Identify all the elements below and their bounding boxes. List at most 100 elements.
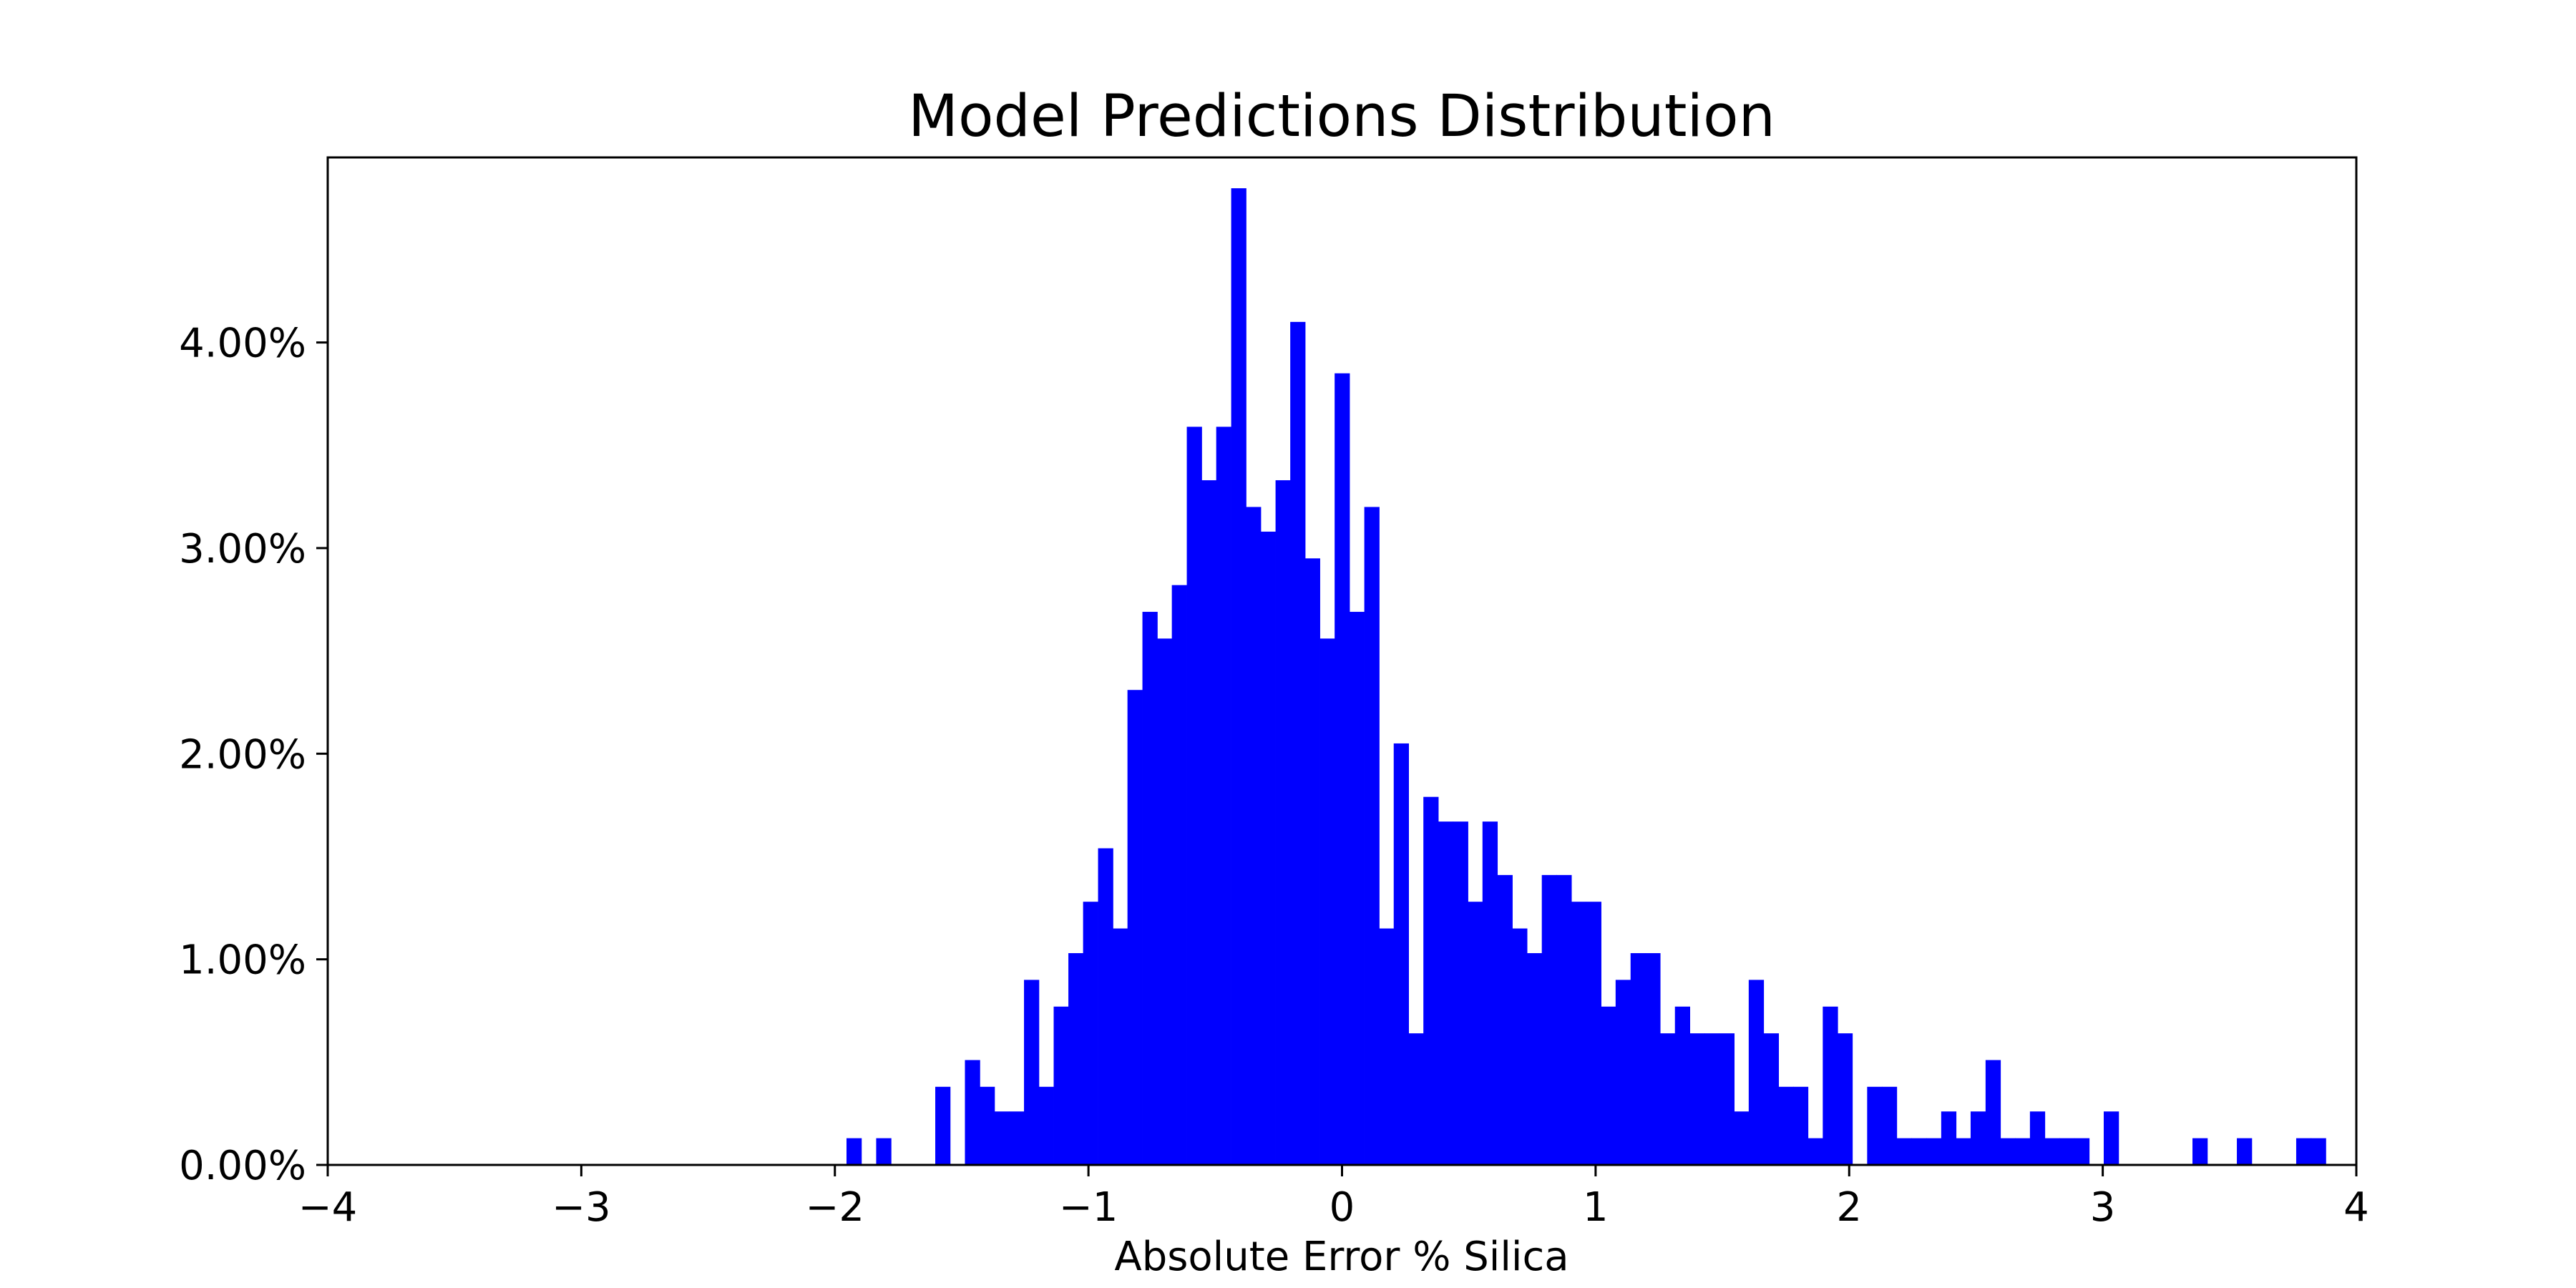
histogram-bar [1038, 1086, 1054, 1165]
histogram-bar [1881, 1086, 1898, 1165]
histogram-bar [2029, 1111, 2046, 1165]
x-axis-ticks: −4 −3 −2 −1 0 1 2 3 4 [298, 1165, 2369, 1231]
histogram-bar [1837, 1033, 1853, 1165]
histogram-bar [1157, 638, 1173, 1165]
histogram-bar [1645, 953, 1661, 1165]
histogram-bar [1970, 1111, 1986, 1165]
histogram-bar [1127, 690, 1143, 1165]
histogram-bar [1512, 928, 1528, 1165]
x-tick-label: 4 [2343, 1184, 2369, 1231]
histogram-bar [1867, 1086, 1883, 1165]
histogram-bar [1246, 507, 1262, 1165]
histogram-bar [2192, 1138, 2208, 1165]
y-tick-label: 3.00% [179, 526, 306, 572]
histogram-bar [1171, 585, 1187, 1165]
histogram-bar [1748, 980, 1765, 1165]
histogram-bar [1098, 848, 1113, 1165]
histogram-bar [1482, 821, 1498, 1165]
x-axis-label: Absolute Error % Silica [1114, 1234, 1568, 1280]
x-tick-label: −4 [298, 1184, 358, 1231]
histogram-bar [1231, 188, 1246, 1166]
histogram-bar [1438, 821, 1454, 1165]
histogram-bar [1009, 1111, 1025, 1165]
histogram-bar [1659, 1033, 1676, 1165]
histogram-bar [1468, 902, 1483, 1165]
histogram-bar [1113, 928, 1128, 1165]
histogram-bar [1778, 1086, 1794, 1165]
histogram-bar [2059, 1138, 2075, 1165]
histogram-bar [1068, 953, 1084, 1165]
histogram-bar [1186, 426, 1202, 1166]
histogram-bar [1423, 796, 1439, 1165]
x-tick-label: 3 [2090, 1184, 2116, 1231]
chart-title: Model Predictions Distribution [908, 83, 1775, 150]
histogram-bar [1704, 1033, 1720, 1165]
x-tick-label: −2 [805, 1184, 864, 1231]
histogram-bar [1807, 1138, 1824, 1165]
histogram-bar [1823, 1006, 1838, 1165]
histogram-bar [1792, 1086, 1809, 1165]
histogram-bar [1201, 480, 1217, 1165]
histogram-bar [1630, 953, 1646, 1165]
y-tick-label: 0.00% [179, 1143, 306, 1189]
x-tick-label: 0 [1330, 1184, 1355, 1231]
histogram-bar [2311, 1138, 2326, 1165]
x-tick-label: 1 [1583, 1184, 1609, 1231]
histogram-bar [1304, 558, 1320, 1165]
histogram-bar [876, 1138, 892, 1165]
histogram-bar [2000, 1138, 2016, 1165]
histogram-bar [1083, 902, 1098, 1165]
histogram-bar [1053, 1006, 1069, 1165]
histogram-bar [1689, 1033, 1705, 1165]
histogram-bar [2074, 1138, 2090, 1165]
y-tick-label: 1.00% [179, 937, 306, 984]
histogram-bar [1956, 1138, 1971, 1165]
histogram-bar [1024, 980, 1040, 1165]
histogram-bar [1453, 821, 1468, 1165]
histogram-bar [2103, 1111, 2119, 1165]
histogram-bar [1260, 531, 1276, 1165]
histogram-bar [1275, 480, 1291, 1165]
x-tick-label: 2 [1836, 1184, 1862, 1231]
histogram-bar [1763, 1033, 1780, 1165]
histogram-bar [1349, 612, 1365, 1165]
histogram-bar [1734, 1111, 1750, 1165]
histogram-bar [1526, 953, 1543, 1165]
histogram-bar [1335, 373, 1350, 1166]
histogram-bar [2296, 1138, 2312, 1165]
histogram-bar [1541, 874, 1557, 1165]
histogram-bar [1216, 426, 1231, 1166]
histogram-bar [1142, 612, 1158, 1165]
histogram-bar [1941, 1111, 1957, 1165]
histogram-bar [1364, 507, 1380, 1165]
histogram-bar [965, 1060, 980, 1165]
histogram-bar [1290, 321, 1306, 1165]
histogram-bar [1985, 1060, 2001, 1165]
histogram-bar [1674, 1006, 1690, 1165]
histogram-bar [1911, 1138, 1927, 1165]
y-tick-label: 4.00% [179, 321, 306, 367]
histogram-bar [994, 1111, 1010, 1165]
histogram-bar [2044, 1138, 2060, 1165]
y-axis-ticks: 0.00% 1.00% 2.00% 3.00% 4.00% [179, 321, 328, 1189]
x-tick-label: −3 [552, 1184, 611, 1231]
histogram-bar [1379, 928, 1395, 1165]
histogram-bar [1615, 980, 1631, 1165]
histogram-bar [847, 1138, 862, 1165]
histogram-bar [1556, 874, 1572, 1165]
histogram-bar [1926, 1138, 1942, 1165]
histogram-bar [980, 1086, 995, 1165]
histogram-bar [1571, 902, 1587, 1165]
histogram-bar [1408, 1033, 1424, 1165]
histogram-bar [935, 1086, 951, 1165]
histogram-bar [1393, 743, 1409, 1165]
histogram-bar [1896, 1138, 1913, 1165]
bars-group [847, 188, 2326, 1166]
histogram-bar [2237, 1138, 2253, 1165]
x-tick-label: −1 [1059, 1184, 1118, 1231]
histogram-bar [1586, 902, 1601, 1165]
histogram-bar [2014, 1138, 2031, 1165]
histogram-bar [1719, 1033, 1735, 1165]
histogram-bar [1319, 638, 1335, 1165]
